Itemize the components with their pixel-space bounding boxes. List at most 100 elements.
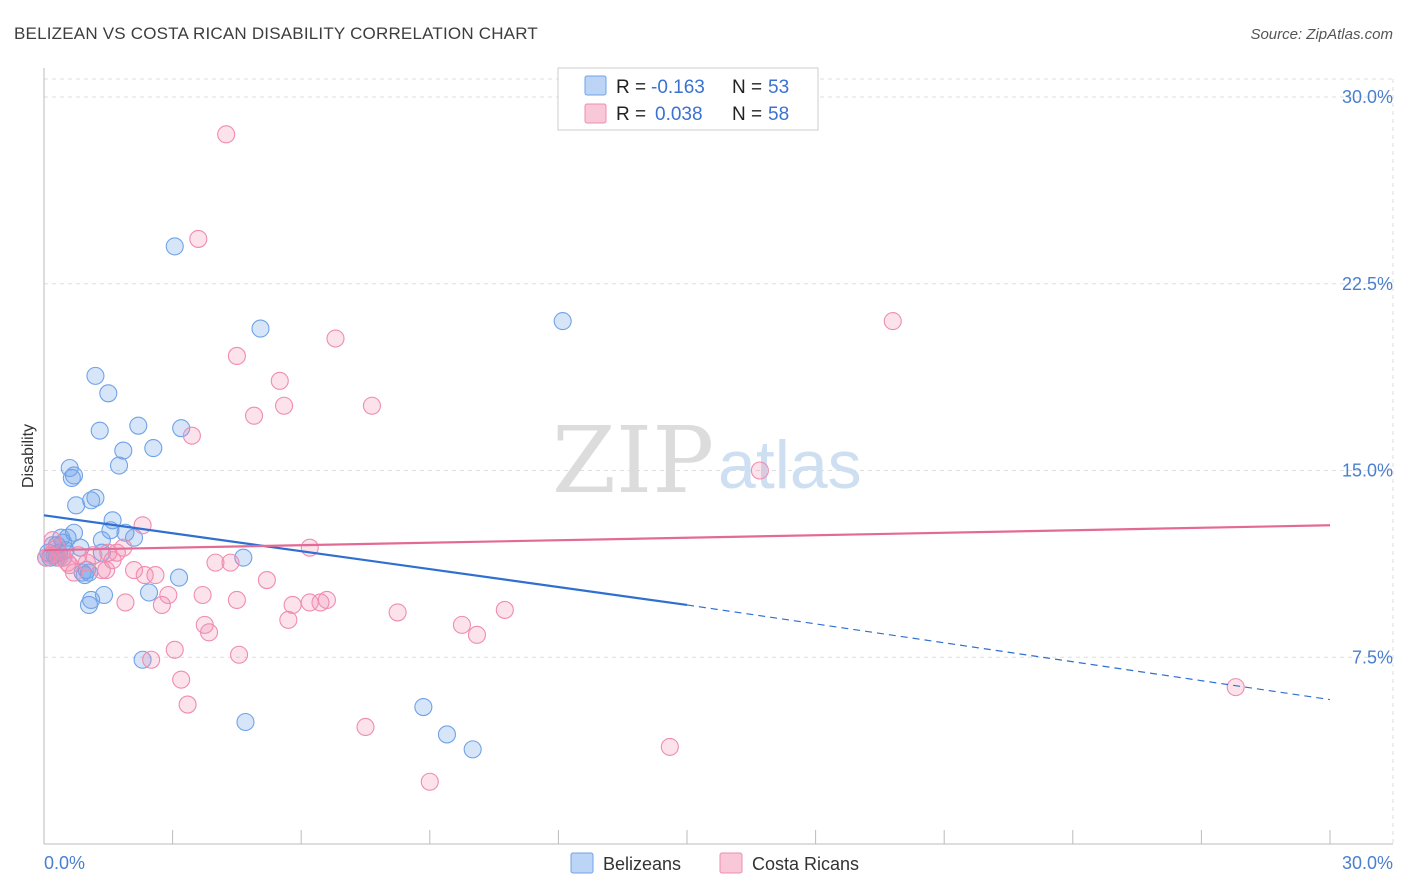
belizeans-point — [109, 456, 129, 475]
bottom-legend-label-costa-ricans: Costa Ricans — [752, 854, 859, 874]
series-belizeans-points — [37, 237, 572, 759]
costa-ricans-point — [58, 553, 77, 572]
y-tick-label-3: 30.0% — [1342, 87, 1393, 107]
legend-r-label-1: R = — [616, 77, 646, 98]
watermark-atlas: atlas — [718, 427, 862, 503]
belizeans-point — [86, 488, 105, 507]
chart-source: Source: ZipAtlas.com — [1250, 26, 1393, 43]
costa-ricans-point — [467, 625, 487, 644]
belizeans-point — [172, 419, 191, 438]
belizeans-point — [86, 366, 105, 385]
belizeans-point — [169, 568, 189, 587]
belizeans-point — [165, 237, 184, 256]
costa-ricans-point — [37, 548, 56, 567]
costa-ricans-point — [146, 566, 165, 585]
watermark: ZIP atlas — [552, 407, 862, 514]
belizeans-point — [437, 725, 456, 744]
belizeans-point — [82, 590, 101, 610]
costa-ricans-point — [135, 566, 154, 585]
costa-ricans-point — [362, 396, 381, 415]
costa-ricans-point — [229, 645, 249, 664]
costa-ricans-point — [133, 516, 152, 535]
costa-ricans-point — [883, 312, 902, 331]
costa-ricans-point — [159, 585, 178, 605]
legend-swatch-costa-ricans — [584, 103, 607, 124]
costa-ricans-point — [750, 461, 769, 480]
belizeans-point — [67, 496, 86, 515]
belizeans-point — [129, 416, 148, 435]
costa-ricans-point — [1226, 678, 1245, 697]
series-costa-ricans-points — [37, 125, 1245, 791]
legend-n-label-2: N = — [732, 104, 762, 125]
legend-swatch-belizeans — [584, 75, 607, 96]
y-tick-label-1: 15.0% — [1342, 461, 1393, 481]
bottom-legend-swatch-belizeans — [570, 852, 594, 874]
legend-r-value-2: 0.038 — [655, 104, 703, 125]
belizeans-point — [62, 468, 81, 488]
belizeans-point — [553, 312, 572, 331]
y-tick-labels: 7.5% 15.0% 22.5% 30.0% — [1342, 87, 1393, 667]
costa-ricans-point — [388, 603, 407, 622]
costa-ricans-point — [165, 640, 184, 659]
costa-ricans-point — [244, 406, 264, 425]
costa-ricans-point — [221, 553, 240, 572]
bottom-legend-swatch-costa-ricans — [719, 852, 743, 874]
costa-ricans-point — [317, 590, 336, 610]
costa-ricans-point — [182, 426, 201, 445]
trend-line-belizeans — [43, 514, 688, 607]
belizeans-point — [64, 466, 84, 485]
belizeans-point — [251, 319, 270, 338]
belizeans-point — [116, 523, 135, 542]
costa-ricans-point — [172, 670, 191, 689]
costa-ricans-point — [452, 615, 472, 634]
legend-n-label-1: N = — [732, 77, 762, 98]
costa-ricans-point — [420, 772, 439, 791]
x-tick-label-min: 0.0% — [44, 853, 85, 873]
costa-ricans-point — [356, 717, 375, 737]
legend-n-value-2: 58 — [768, 104, 789, 125]
costa-ricans-point — [178, 695, 197, 714]
watermark-zip: ZIP — [552, 407, 714, 514]
costa-ricans-point — [152, 595, 171, 615]
costa-ricans-point — [77, 553, 96, 572]
legend-n-value-1: 53 — [768, 77, 789, 98]
series-legend: Belizeans Costa Ricans — [570, 852, 859, 874]
costa-ricans-point — [495, 600, 514, 619]
costa-ricans-point — [189, 229, 208, 248]
belizeans-point — [139, 583, 159, 602]
costa-ricans-point — [660, 737, 679, 756]
trend-line-costa-ricans — [43, 524, 1331, 552]
bottom-legend-label-belizeans: Belizeans — [603, 854, 681, 874]
y-tick-label-2: 22.5% — [1342, 274, 1393, 294]
trend-line-belizeans-extrapolated — [686, 604, 1331, 701]
belizeans-point — [414, 697, 433, 717]
costa-ricans-point — [257, 571, 276, 590]
belizeans-point — [236, 712, 255, 732]
belizeans-point — [144, 439, 163, 458]
costa-ricans-point — [275, 396, 294, 415]
costa-ricans-point — [199, 623, 219, 642]
axes — [43, 68, 1393, 845]
y-tick-label-0: 7.5% — [1352, 647, 1393, 667]
chart-title: BELIZEAN VS COSTA RICAN DISABILITY CORRE… — [14, 24, 538, 43]
costa-ricans-point — [92, 561, 111, 580]
costa-ricans-point — [84, 546, 103, 565]
legend-r-label-2: R = — [616, 104, 646, 125]
legend-r-value-1: -0.163 — [651, 77, 705, 98]
costa-ricans-point — [64, 563, 84, 582]
costa-ricans-point — [193, 585, 212, 605]
trend-lines — [43, 514, 1331, 701]
costa-ricans-point — [283, 595, 302, 615]
costa-ricans-point — [142, 650, 161, 669]
costa-ricans-point — [206, 553, 225, 572]
costa-ricans-point — [116, 593, 135, 612]
stats-legend: R = -0.163 N = 53 R = 0.038 N = 58 — [557, 67, 819, 131]
costa-ricans-point — [227, 590, 246, 610]
belizeans-point — [114, 441, 133, 460]
y-axis-title: Disability — [20, 424, 37, 488]
costa-ricans-point — [217, 125, 236, 144]
belizeans-point — [90, 421, 109, 440]
costa-ricans-point — [227, 346, 246, 366]
costa-ricans-point — [124, 561, 144, 580]
